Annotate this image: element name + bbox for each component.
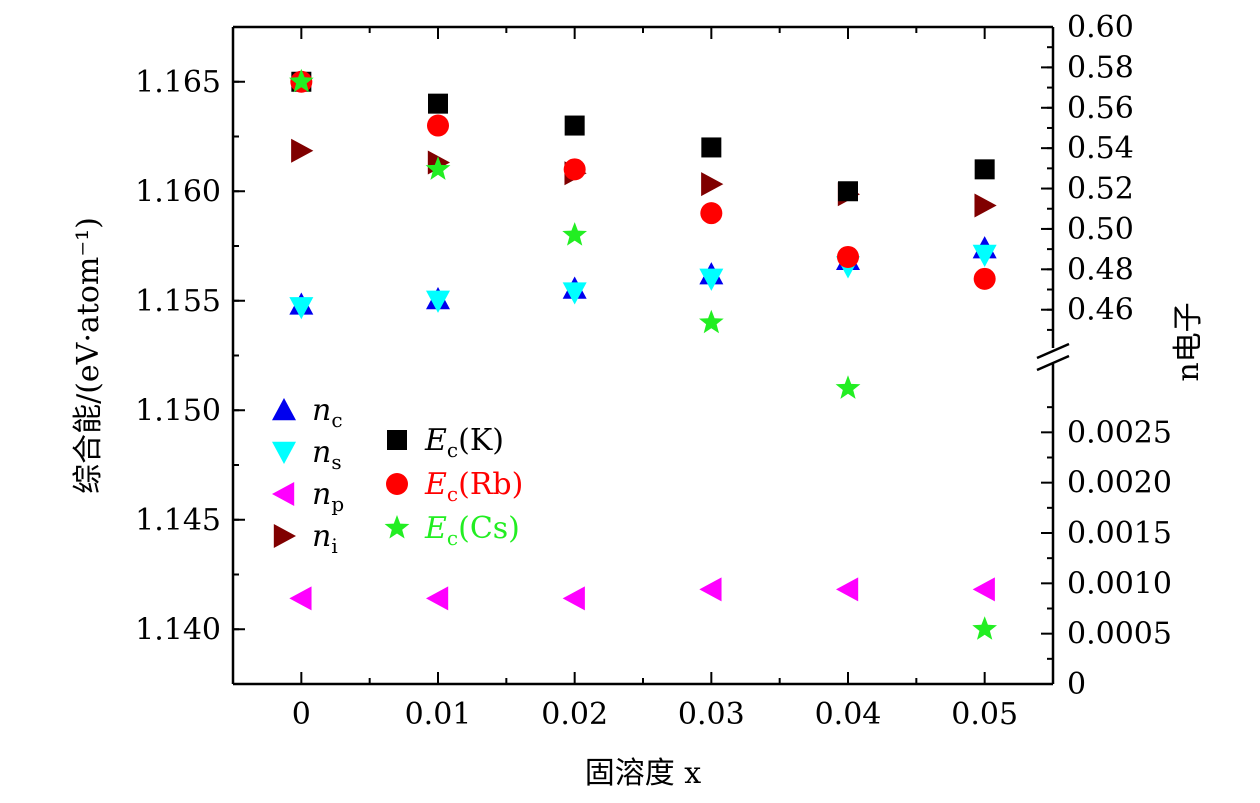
data-point (562, 282, 587, 305)
legend-label: np (312, 477, 344, 516)
plot-frame (231, 25, 1070, 686)
legend-marker (386, 473, 408, 495)
data-point (289, 297, 314, 320)
data-point (699, 577, 722, 602)
data-point (289, 586, 312, 611)
x-axis-title: 固溶度 x (585, 756, 702, 791)
data-point (289, 68, 314, 93)
left-y-axis-title: 综合能/(eV·atom⁻¹) (71, 217, 106, 494)
right-tick-label: 0.46 (1067, 293, 1134, 328)
right-tick-label: 0.52 (1067, 172, 1134, 207)
left-tick-label: 1.165 (135, 65, 221, 100)
data-markers (289, 68, 997, 640)
legend-marker (384, 515, 410, 539)
data-point (563, 158, 586, 181)
legend-marker (272, 398, 296, 421)
right-tick-label: 0.0020 (1067, 466, 1172, 501)
left-tick-label: 1.155 (135, 284, 221, 319)
x-axis: 0 0.01 0.02 0.03 0.04 0.05 (292, 27, 1018, 732)
x-tick-label: 0.03 (678, 697, 745, 732)
data-point (291, 138, 314, 163)
left-tick-label: 1.160 (135, 174, 221, 209)
data-point (838, 181, 858, 202)
legend-label: ni (312, 519, 338, 558)
legend-marker (272, 482, 295, 506)
right-tick-label: 0.48 (1067, 252, 1134, 287)
data-point (972, 244, 997, 267)
legend-marker (272, 441, 296, 464)
legend-item: nc (272, 393, 343, 432)
legend-item: Ec(K) (387, 423, 504, 462)
left-tick-label: 1.145 (135, 503, 221, 538)
data-point (974, 159, 995, 180)
right-y-axis: 0 0.0005 0.0010 0.0015 0.0020 0.0025 0.46 0.48 0… (1041, 10, 1172, 702)
data-point (699, 309, 724, 334)
x-tick-label: 0.01 (405, 697, 472, 732)
data-point (972, 577, 995, 602)
right-y-axis-title: n电子 (1171, 302, 1206, 381)
left-tick-label: 1.140 (135, 612, 221, 647)
legend-label: Ec(Cs) (424, 511, 520, 550)
data-point (428, 93, 448, 114)
data-point (837, 245, 859, 268)
x-tick-label: 0.04 (815, 697, 882, 732)
right-tick-label: 0.54 (1067, 131, 1134, 166)
legend-label: nc (312, 393, 343, 432)
right-tick-label: 0 (1067, 667, 1086, 702)
data-point (972, 616, 997, 640)
legend-item: np (272, 477, 344, 516)
data-point (701, 137, 722, 158)
data-point (562, 222, 587, 246)
legend-item: ni (273, 519, 338, 558)
data-point (426, 290, 450, 313)
data-point (426, 586, 449, 611)
series-e-c-rb- (290, 70, 996, 290)
data-point (425, 156, 451, 180)
series-e-c-cs- (289, 68, 997, 640)
data-point (835, 375, 861, 399)
series-e-c-k- (291, 71, 995, 202)
right-tick-label: 0.0010 (1067, 566, 1172, 601)
series-n-c (289, 236, 997, 315)
legend-label: Ec(Rb) (424, 467, 523, 506)
right-tick-label: 0.60 (1067, 10, 1134, 45)
series-n-p (289, 577, 995, 611)
data-point (836, 577, 859, 602)
data-point (699, 268, 724, 291)
series-n-s (289, 244, 997, 320)
legend-item: Ec(Rb) (386, 467, 523, 506)
right-tick-label: 0.0005 (1067, 617, 1172, 652)
legend-marker (273, 524, 296, 548)
data-point (564, 115, 585, 136)
series-n-i (291, 138, 997, 218)
right-tick-label: 0.0015 (1067, 516, 1172, 551)
right-tick-label: 0.50 (1067, 212, 1134, 247)
data-point (562, 586, 585, 611)
right-tick-label: 0.56 (1067, 91, 1134, 126)
data-point (427, 114, 449, 137)
legend-label: Ec(K) (424, 423, 504, 462)
legend-label: ns (312, 435, 342, 474)
legend-marker (387, 430, 407, 450)
data-point (973, 267, 996, 290)
data-point (701, 172, 724, 197)
x-tick-label: 0.05 (951, 697, 1018, 732)
x-tick-label: 0.02 (541, 697, 608, 732)
left-tick-label: 1.150 (135, 393, 221, 428)
legend-item: Ec(Cs) (384, 511, 520, 550)
axis-break-mark (1036, 342, 1070, 360)
legend-item: ns (272, 435, 342, 474)
right-tick-label: 0.58 (1067, 50, 1134, 85)
axis-break-mark (1036, 354, 1070, 372)
data-point (700, 202, 723, 225)
right-tick-label: 0.0025 (1067, 415, 1172, 450)
data-point (974, 193, 997, 218)
x-tick-label: 0 (292, 697, 311, 732)
left-y-axis: 1.140 1.145 1.150 1.155 1.160 1.165 (135, 26, 245, 685)
